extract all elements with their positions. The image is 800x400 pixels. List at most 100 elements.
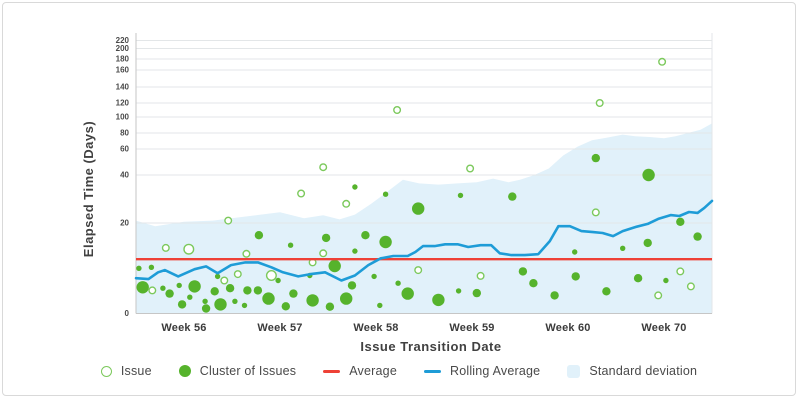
cluster-point[interactable] [225,284,235,293]
cluster-point[interactable] [371,273,377,280]
cluster-point[interactable] [401,287,414,300]
issue-point[interactable] [658,57,667,66]
cluster-point[interactable] [571,272,580,281]
week-label: Week 56 [161,322,206,334]
cluster-point[interactable] [432,293,445,307]
issue-point[interactable] [476,271,485,280]
cluster-point[interactable] [176,282,182,289]
issue-point[interactable] [393,105,402,114]
cluster-point[interactable] [254,231,264,240]
issue-point[interactable] [242,249,251,258]
cluster-point[interactable] [508,192,517,201]
cluster-point[interactable] [325,302,335,311]
cluster-point[interactable] [643,238,652,248]
cluster-point[interactable] [241,302,248,309]
cluster-point[interactable] [253,286,263,295]
cluster-point[interactable] [529,279,538,288]
legend-item-issue[interactable]: Issue [100,364,152,378]
cluster-point[interactable] [663,277,669,284]
cluster-point[interactable] [306,294,319,307]
issue-point[interactable] [220,276,229,285]
cluster-point[interactable] [693,232,702,241]
issue-point[interactable] [342,199,351,208]
cluster-point[interactable] [214,298,227,311]
cluster-point[interactable] [382,191,389,197]
cluster-point[interactable] [457,192,464,199]
week-label: Week 59 [449,322,494,334]
issue-point[interactable] [224,216,233,225]
std-deviation-band [136,123,712,314]
legend-item-average[interactable]: Average [323,364,397,378]
standard-deviation-area-icon [567,364,581,378]
week-label: Week 70 [641,322,686,334]
cluster-point[interactable] [377,302,383,309]
cluster-point[interactable] [455,288,462,294]
cluster-point[interactable] [347,281,357,290]
cluster-point[interactable] [352,248,358,254]
issue-point[interactable] [265,270,277,282]
cluster-point[interactable] [412,202,425,215]
issue-point[interactable] [297,189,306,198]
cluster-point[interactable] [136,281,149,294]
cluster-point[interactable] [642,168,655,182]
cluster-point[interactable] [591,153,600,163]
cluster-point[interactable] [287,242,294,248]
cluster-point[interactable] [177,300,187,309]
cluster-point[interactable] [340,292,353,305]
cluster-point[interactable] [275,277,281,284]
issue-point[interactable] [686,282,695,291]
issue-point[interactable] [233,270,242,279]
issue-point[interactable] [676,267,685,276]
legend-label-average: Average [349,364,397,378]
y-tick-label: 160 [116,66,130,75]
cluster-point[interactable] [160,285,166,291]
cluster-point[interactable] [262,292,275,305]
week-label: Week 60 [545,322,590,334]
cluster-point[interactable] [633,274,643,283]
cluster-point[interactable] [472,288,481,298]
issue-point[interactable] [183,243,195,255]
issue-point[interactable] [319,249,328,258]
cluster-point[interactable] [232,298,238,304]
issue-point[interactable] [595,98,604,107]
legend-item-standard-deviation[interactable]: Standard deviation [567,364,697,378]
y-tick-label: 200 [116,44,130,53]
legend-item-cluster-of-issues[interactable]: Cluster of Issues [178,364,297,378]
cluster-point[interactable] [281,302,290,311]
legend-label-standard-deviation: Standard deviation [589,364,698,378]
cluster-point[interactable] [361,231,370,240]
cluster-point[interactable] [321,233,331,243]
cluster-point[interactable] [328,259,341,273]
cluster-point[interactable] [289,289,298,298]
cluster-point[interactable] [202,298,208,304]
issue-point[interactable] [414,266,423,275]
cluster-point[interactable] [165,289,174,298]
cluster-point[interactable] [188,280,201,293]
cluster-point[interactable] [395,280,401,286]
issue-point[interactable] [654,291,663,300]
week-label: Week 57 [257,322,302,334]
y-tick-label: 220 [116,36,130,45]
cluster-point[interactable] [518,267,528,276]
cluster-point[interactable] [379,235,392,249]
legend-item-rolling-average[interactable]: Rolling Average [423,364,540,378]
cluster-point[interactable] [602,287,611,296]
cluster-point[interactable] [550,291,559,300]
cluster-point[interactable] [136,265,142,271]
cluster-point[interactable] [572,249,578,255]
cluster-point[interactable] [148,264,155,270]
cluster-point[interactable] [201,304,211,313]
cluster-point[interactable] [243,286,252,295]
cluster-point[interactable] [352,184,358,190]
issue-point[interactable] [319,163,328,172]
issue-point[interactable] [148,286,157,295]
legend-label-cluster-of-issues: Cluster of Issues [199,364,297,378]
issue-point[interactable] [466,164,475,173]
cluster-point[interactable] [210,287,219,296]
cluster-point[interactable] [620,245,626,251]
cluster-point[interactable] [187,294,193,300]
cluster-point[interactable] [676,217,685,226]
issue-point[interactable] [591,208,600,217]
issue-point[interactable] [161,243,170,252]
cluster-point[interactable] [214,273,221,280]
